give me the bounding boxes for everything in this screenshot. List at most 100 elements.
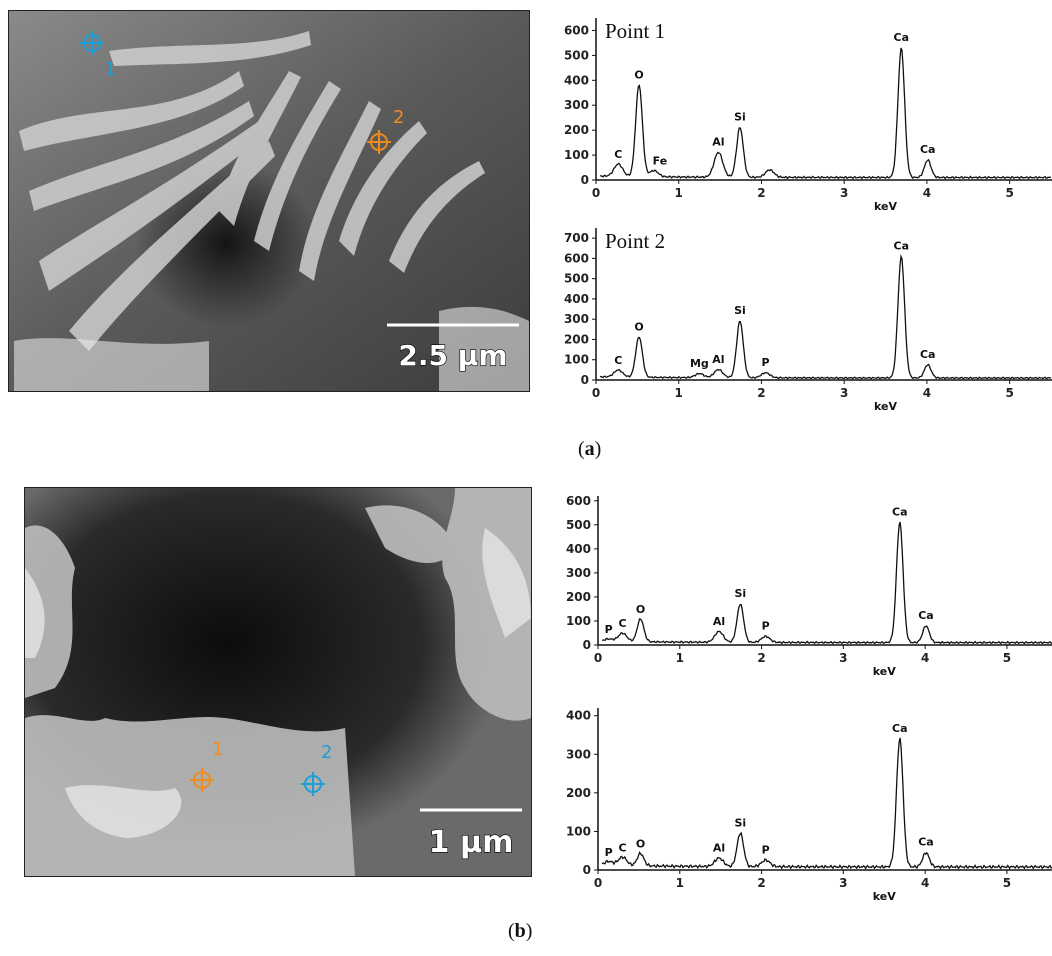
y-tick-label: 100 bbox=[566, 824, 591, 838]
spectrum-line bbox=[601, 737, 1052, 870]
caption-b-open: ( bbox=[508, 920, 515, 942]
y-tick-label: 0 bbox=[581, 173, 589, 187]
spectrum-title: Point 2 bbox=[605, 229, 665, 253]
peak-label: C bbox=[618, 617, 626, 630]
x-tick-label: 5 bbox=[1005, 186, 1013, 200]
y-tick-label: 0 bbox=[583, 863, 591, 877]
caption-a-letter: a bbox=[584, 438, 595, 460]
x-tick-label: 4 bbox=[921, 651, 929, 665]
y-tick-label: 0 bbox=[583, 638, 591, 652]
eds-spectrum-a-point-2: 0 100 200 300 400 500 600 700 0 1 2 3 4 5 keV Point 2 C O… bbox=[546, 218, 1052, 418]
peak-label: O bbox=[636, 838, 645, 851]
y-tick-label: 100 bbox=[566, 614, 591, 628]
scale-bar-label: 2.5 µm bbox=[398, 339, 507, 372]
marker-1-crosshair-icon bbox=[190, 768, 214, 792]
peak-label: Al bbox=[713, 841, 725, 854]
marker-2-label: 2 bbox=[321, 742, 332, 763]
x-tick-label: 5 bbox=[1003, 651, 1011, 665]
peak-label: Al bbox=[713, 615, 725, 628]
eds-spectrum-b-point-1: 0 100 200 300 400 500 600 0 1 2 3 4 5 keV P C O Al Si P Ca Ca bbox=[546, 488, 1052, 688]
marker-1-crosshair-icon bbox=[80, 31, 104, 55]
peak-label: P bbox=[762, 356, 770, 369]
x-tick-label: 0 bbox=[594, 651, 602, 665]
peak-label: Ca bbox=[920, 348, 936, 361]
x-tick-label: 4 bbox=[921, 876, 929, 890]
peak-label: Si bbox=[734, 816, 746, 829]
peak-label: Ca bbox=[918, 836, 934, 849]
spectrum-line bbox=[599, 47, 1052, 180]
y-tick-label: 500 bbox=[566, 518, 591, 532]
x-tick-label: 3 bbox=[839, 876, 847, 890]
peak-label: P bbox=[605, 623, 613, 636]
peak-label: Fe bbox=[653, 154, 668, 167]
caption-b-letter: b bbox=[514, 920, 526, 942]
eds-spectrum-a-point-1-plot: 0 100 200 300 400 500 600 0 1 2 3 4 5 keV Point 1 C O Fe A… bbox=[564, 18, 1052, 213]
caption-b-close: ) bbox=[525, 920, 533, 942]
peak-label: Al bbox=[712, 353, 724, 366]
x-tick-label: 0 bbox=[592, 386, 600, 400]
sem-image-a: 1 2 2.5 µm bbox=[8, 10, 530, 392]
x-tick-label: 1 bbox=[676, 876, 684, 890]
peak-label: Si bbox=[734, 111, 746, 124]
peak-label: O bbox=[634, 68, 643, 81]
x-axis-label: keV bbox=[873, 665, 896, 678]
y-tick-label: 100 bbox=[564, 148, 589, 162]
y-tick-label: 500 bbox=[564, 48, 589, 62]
x-tick-label: 0 bbox=[592, 186, 600, 200]
x-axis-label: keV bbox=[874, 400, 897, 413]
x-tick-label: 2 bbox=[757, 386, 765, 400]
peak-label: Si bbox=[734, 587, 746, 600]
caption-a-close: ) bbox=[594, 438, 602, 460]
marker-2-crosshair-icon bbox=[301, 772, 325, 796]
caption-a: (a) bbox=[578, 438, 601, 461]
x-tick-label: 1 bbox=[676, 651, 684, 665]
eds-spectrum-a-point-2-plot: 0 100 200 300 400 500 600 700 0 1 2 3 4 5 keV Point 2 C O… bbox=[564, 228, 1052, 413]
peak-label: Ca bbox=[892, 505, 908, 518]
scale-bar-label: 1 µm bbox=[429, 825, 514, 860]
peak-label: Mg bbox=[690, 357, 709, 370]
y-tick-label: 100 bbox=[564, 353, 589, 367]
sem-image-a-graphic: 1 2 2.5 µm bbox=[9, 11, 529, 391]
y-tick-label: 400 bbox=[564, 73, 589, 87]
eds-spectrum-a-point-1: 0 100 200 300 400 500 600 0 1 2 3 4 5 keV Point 1 C O Fe A… bbox=[546, 8, 1052, 213]
peak-label: P bbox=[762, 843, 770, 856]
spectrum-line bbox=[599, 253, 1052, 380]
x-tick-label: 2 bbox=[757, 186, 765, 200]
y-tick-label: 300 bbox=[566, 747, 591, 761]
marker-2-label: 2 bbox=[393, 107, 404, 128]
x-tick-label: 1 bbox=[675, 386, 683, 400]
y-tick-label: 200 bbox=[566, 786, 591, 800]
peak-label: Si bbox=[734, 304, 746, 317]
peak-label: O bbox=[636, 603, 645, 616]
sem-image-b-graphic: 1 2 1 µm bbox=[25, 488, 531, 876]
y-tick-label: 400 bbox=[566, 709, 591, 723]
x-tick-label: 3 bbox=[840, 186, 848, 200]
y-tick-label: 400 bbox=[566, 542, 591, 556]
y-tick-label: 0 bbox=[581, 373, 589, 387]
y-tick-label: 300 bbox=[566, 566, 591, 580]
spectrum-title: Point 1 bbox=[605, 19, 665, 43]
y-tick-label: 600 bbox=[566, 494, 591, 508]
x-tick-label: 4 bbox=[923, 386, 931, 400]
y-tick-label: 600 bbox=[564, 251, 589, 265]
x-tick-label: 3 bbox=[840, 386, 848, 400]
y-tick-label: 500 bbox=[564, 272, 589, 286]
peak-label: C bbox=[614, 148, 622, 161]
x-tick-label: 0 bbox=[594, 876, 602, 890]
x-tick-label: 2 bbox=[757, 876, 765, 890]
y-tick-label: 700 bbox=[564, 231, 589, 245]
y-tick-label: 400 bbox=[564, 292, 589, 306]
y-tick-label: 300 bbox=[564, 312, 589, 326]
y-tick-label: 200 bbox=[564, 332, 589, 346]
peak-label: Al bbox=[712, 136, 724, 149]
y-tick-label: 300 bbox=[564, 98, 589, 112]
x-axis-label: keV bbox=[874, 200, 897, 213]
peak-label: Ca bbox=[894, 239, 910, 252]
peak-label: P bbox=[605, 846, 613, 859]
peak-label: C bbox=[614, 354, 622, 367]
x-tick-label: 1 bbox=[675, 186, 683, 200]
peak-label: Ca bbox=[918, 609, 934, 622]
peak-label: Ca bbox=[894, 31, 910, 44]
peak-label: P bbox=[762, 620, 770, 633]
